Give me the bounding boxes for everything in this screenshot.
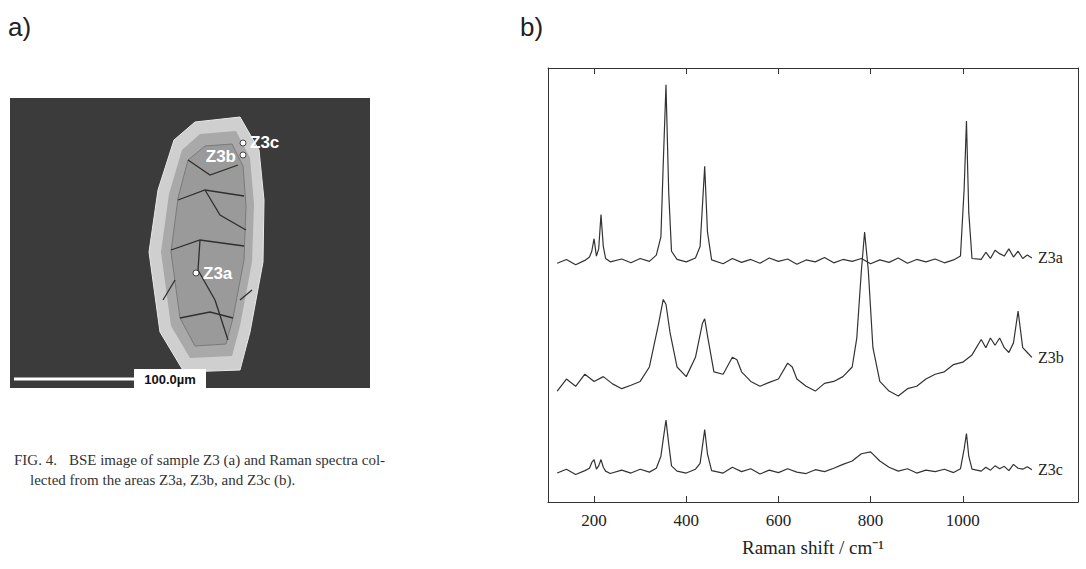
svg-text:Z3b: Z3b: [1038, 349, 1064, 366]
svg-text:Z3a: Z3a: [1038, 249, 1063, 266]
html-text:a): a): [8, 12, 32, 42]
html-text:BSE image of sample Z3 (a) and: BSE image of sample Z3 (a) and Raman spe…: [68, 452, 386, 468]
html-text:b): b): [520, 12, 544, 42]
svg-text:Z3c: Z3c: [1038, 461, 1063, 478]
svg-text:Raman shift / cm⁻¹: Raman shift / cm⁻¹: [742, 537, 884, 558]
html-text:lected from the areas Z3a, Z3b: lected from the areas Z3a, Z3b, and Z3c …: [30, 472, 296, 488]
svg-text:Z3a: Z3a: [203, 264, 233, 283]
svg-text:Z3b: Z3b: [206, 147, 236, 166]
html-text:FIG. 4.: FIG. 4.: [14, 452, 57, 468]
svg-text:1000: 1000: [946, 511, 980, 530]
svg-text:800: 800: [858, 511, 884, 530]
svg-text:Z3c: Z3c: [250, 133, 279, 152]
svg-text:200: 200: [581, 511, 607, 530]
svg-text:400: 400: [674, 511, 700, 530]
svg-text:600: 600: [766, 511, 792, 530]
svg-text:100.0µm: 100.0µm: [144, 372, 196, 387]
